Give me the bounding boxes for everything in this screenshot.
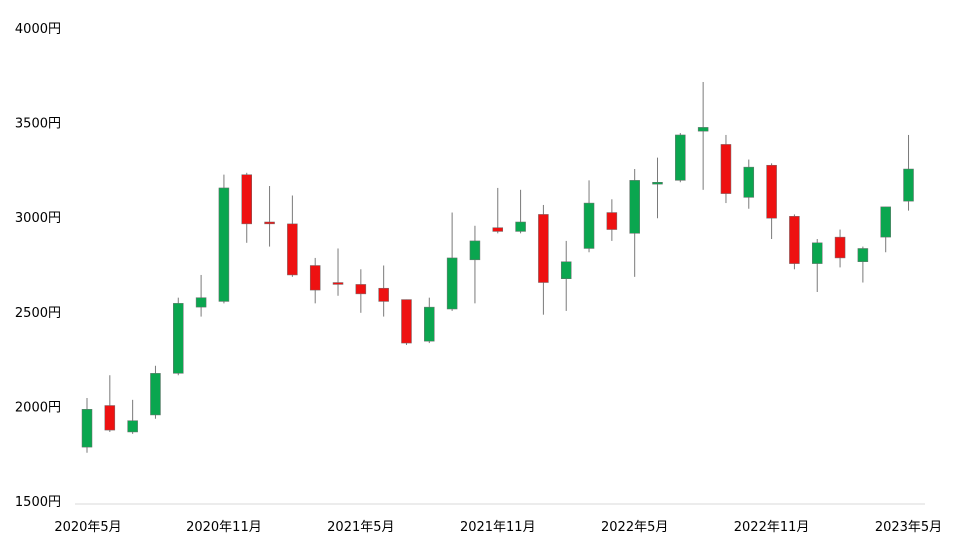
candle-up — [560, 240, 572, 311]
candle-body — [675, 134, 686, 181]
y-tick-label: 3500円 — [15, 117, 61, 132]
candle-body — [766, 164, 777, 219]
candle-body — [789, 216, 800, 264]
candle-down — [104, 375, 116, 432]
candle-body — [538, 214, 549, 283]
candle-body — [127, 420, 138, 433]
candle-up — [697, 81, 709, 190]
candle-down — [241, 172, 252, 243]
x-tick-label: 2023年5月 — [875, 520, 942, 535]
candle-body — [309, 265, 321, 291]
candle-down — [332, 248, 344, 296]
candle-body — [355, 284, 367, 295]
candle-down — [401, 299, 412, 345]
x-tick-label: 2021年5月 — [327, 520, 394, 535]
candle-down — [309, 257, 321, 304]
x-tick-label: 2020年11月 — [186, 520, 262, 535]
candle-body — [515, 221, 526, 232]
candles — [81, 81, 914, 453]
candle-body — [81, 409, 93, 448]
candle-down — [789, 214, 800, 270]
candle-up — [743, 159, 755, 209]
candle-up — [424, 297, 435, 344]
x-tick-label: 2022年5月 — [601, 520, 668, 535]
candle-body — [264, 221, 275, 225]
candle-down — [766, 163, 777, 240]
y-tick-label: 2000円 — [15, 400, 61, 415]
candle-up — [127, 399, 138, 434]
candle-down — [264, 186, 275, 247]
candle-up — [150, 365, 161, 419]
x-tick-label: 2020年5月 — [54, 520, 121, 535]
candle-up — [446, 212, 458, 311]
y-tick-label: 4000円 — [15, 22, 61, 37]
candle-down — [287, 195, 298, 277]
candle-up — [469, 225, 481, 304]
candle-body — [401, 299, 412, 344]
candle-body — [697, 127, 709, 132]
candle-up — [675, 133, 686, 183]
candle-body — [606, 212, 618, 230]
candle-up — [652, 157, 663, 219]
candle-body — [424, 306, 435, 342]
candle-body — [560, 261, 572, 279]
candle-down — [538, 204, 549, 315]
candle-body — [378, 287, 389, 302]
candle-down — [492, 187, 504, 234]
candle-body — [652, 182, 663, 185]
candle-body — [720, 144, 732, 194]
y-tick-label: 3000円 — [15, 211, 61, 226]
candle-body — [811, 242, 823, 264]
candle-body — [743, 166, 755, 198]
candle-up — [811, 239, 823, 292]
candle-body — [629, 180, 640, 234]
candle-up — [81, 397, 93, 453]
candle-up — [218, 174, 230, 304]
candle-body — [492, 227, 504, 232]
candle-body — [880, 206, 891, 238]
candle-body — [857, 248, 869, 262]
x-axis-labels: 2020年5月 2020年11月 2021年5月 2021年11月 2022年5… — [54, 520, 942, 535]
candle-up — [583, 180, 595, 253]
candle-up — [515, 189, 526, 234]
candle-up — [629, 169, 640, 277]
candle-body — [287, 223, 298, 276]
candle-up — [857, 246, 869, 283]
candle-down — [720, 134, 732, 204]
candle-body — [469, 240, 481, 261]
candle-body — [332, 282, 344, 285]
candle-down — [606, 199, 618, 241]
candle-body — [150, 373, 161, 416]
y-tick-label: 2500円 — [15, 306, 61, 321]
candle-body — [104, 405, 116, 431]
candle-up — [880, 206, 891, 253]
candle-down — [355, 269, 367, 313]
candle-body — [903, 168, 914, 202]
y-tick-label: 1500円 — [15, 495, 61, 510]
candle-body — [218, 187, 230, 302]
candle-up — [195, 274, 207, 317]
candle-body — [446, 257, 458, 310]
x-tick-label: 2021年11月 — [460, 520, 536, 535]
candle-down — [378, 265, 389, 317]
y-axis-labels: 1500円 2000円 2500円 3000円 3500円 4000円 — [15, 22, 61, 510]
candle-body — [583, 202, 595, 249]
candle-down — [834, 229, 846, 268]
candle-body — [834, 236, 846, 259]
candle-body — [173, 303, 184, 374]
candle-body — [241, 174, 252, 225]
x-tick-label: 2022年11月 — [734, 520, 810, 535]
candle-up — [173, 297, 184, 376]
candle-body — [195, 297, 207, 308]
candle-up — [903, 134, 914, 211]
